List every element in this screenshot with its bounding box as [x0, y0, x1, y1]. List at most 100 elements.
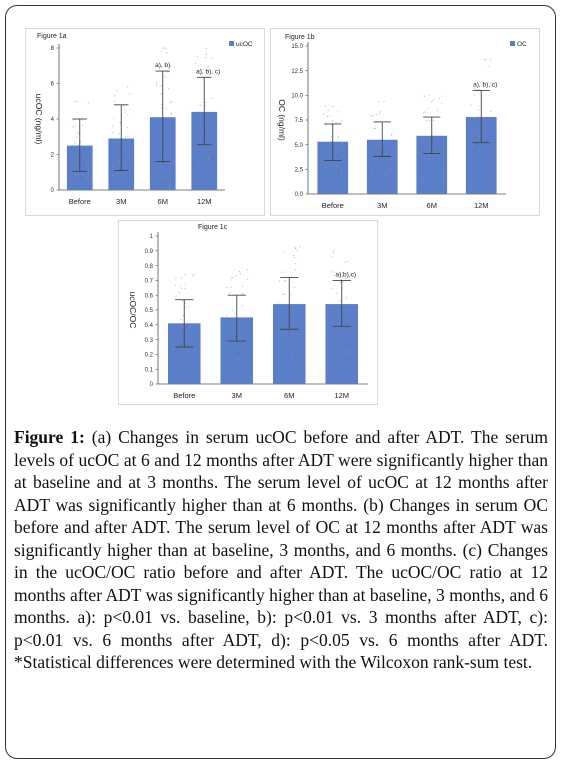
data-point	[428, 141, 430, 143]
data-point	[74, 140, 76, 142]
data-point	[376, 160, 378, 162]
data-point	[175, 295, 177, 297]
data-point	[345, 277, 347, 279]
data-point	[339, 274, 341, 276]
data-point	[380, 144, 382, 146]
y-tick-label: 2	[51, 153, 55, 159]
data-point	[391, 132, 393, 134]
data-point	[420, 151, 422, 153]
y-tick-label: 6	[51, 82, 55, 88]
y-tick-label: 0.5	[145, 308, 154, 314]
data-point	[371, 172, 373, 174]
data-point	[374, 127, 377, 129]
data-point	[182, 315, 184, 317]
data-point	[125, 155, 127, 157]
data-point	[341, 272, 343, 274]
data-point	[86, 163, 88, 165]
data-point	[290, 294, 292, 296]
data-point	[474, 123, 476, 125]
data-point	[232, 309, 234, 312]
data-point	[71, 168, 73, 170]
data-point	[199, 111, 201, 113]
data-point	[373, 161, 375, 163]
data-point	[197, 133, 199, 135]
data-point	[332, 105, 334, 107]
data-point	[371, 115, 373, 117]
data-point	[293, 255, 295, 257]
data-point	[71, 144, 73, 146]
data-point	[441, 181, 443, 183]
caption-text: (a) Changes in serum ucOC before and aft…	[14, 427, 548, 672]
data-point	[241, 355, 244, 357]
data-point	[74, 172, 76, 174]
data-point	[206, 145, 208, 147]
data-point	[165, 48, 167, 50]
data-point	[78, 173, 80, 175]
data-point	[331, 120, 333, 122]
data-point	[336, 165, 338, 167]
data-point	[347, 351, 349, 353]
data-point	[341, 143, 343, 145]
data-point	[336, 152, 338, 154]
data-point	[165, 108, 167, 110]
data-point	[376, 156, 378, 158]
y-tick-label: 0.2	[145, 353, 154, 359]
data-point	[160, 51, 162, 53]
data-point	[158, 153, 160, 155]
chart-title: Figure 1b	[285, 34, 315, 41]
data-point	[483, 59, 485, 61]
data-point	[475, 116, 477, 119]
data-point	[246, 278, 249, 280]
data-point	[229, 292, 231, 294]
data-point	[337, 136, 339, 138]
y-tick-label: 0.0	[295, 192, 304, 198]
data-point	[184, 284, 187, 286]
data-point	[291, 304, 294, 306]
data-point	[74, 145, 76, 147]
data-point	[297, 349, 299, 351]
data-point	[129, 93, 131, 95]
data-point	[336, 150, 338, 152]
data-point	[296, 250, 298, 252]
x-tick-label: Before	[173, 391, 195, 400]
data-point	[328, 159, 330, 161]
data-point	[385, 180, 387, 182]
chart-title: Figure 1c	[198, 224, 228, 231]
data-point	[335, 174, 337, 176]
y-axis-label: OC (ng/ml)	[277, 99, 287, 141]
data-point	[239, 273, 241, 275]
data-point	[124, 109, 126, 111]
data-point	[438, 98, 441, 100]
data-point	[349, 308, 351, 310]
data-point	[422, 137, 424, 139]
data-point	[77, 132, 79, 134]
data-point	[174, 371, 176, 373]
data-point	[386, 174, 388, 176]
data-point	[380, 182, 383, 184]
data-point	[233, 367, 235, 369]
x-tick-label: 6M	[427, 201, 437, 210]
data-point	[205, 53, 207, 55]
data-point	[114, 181, 116, 183]
data-point	[188, 364, 191, 366]
y-tick-label: 10.0	[291, 94, 303, 100]
data-point	[325, 172, 327, 174]
caption-label: Figure 1:	[14, 427, 85, 447]
data-point	[236, 359, 238, 361]
data-point	[241, 293, 243, 295]
data-point	[331, 271, 333, 273]
data-point	[441, 171, 443, 173]
data-point	[208, 167, 210, 169]
data-point	[283, 271, 285, 273]
data-point	[118, 149, 120, 151]
data-point	[211, 57, 213, 60]
data-point	[174, 284, 177, 286]
x-tick-label: 3M	[116, 197, 126, 206]
data-point	[424, 111, 426, 113]
data-point	[172, 348, 174, 350]
data-point	[179, 333, 181, 335]
data-point	[489, 83, 492, 85]
y-tick-label: 0.1	[145, 367, 154, 373]
data-point	[379, 144, 381, 146]
data-point	[182, 361, 184, 363]
